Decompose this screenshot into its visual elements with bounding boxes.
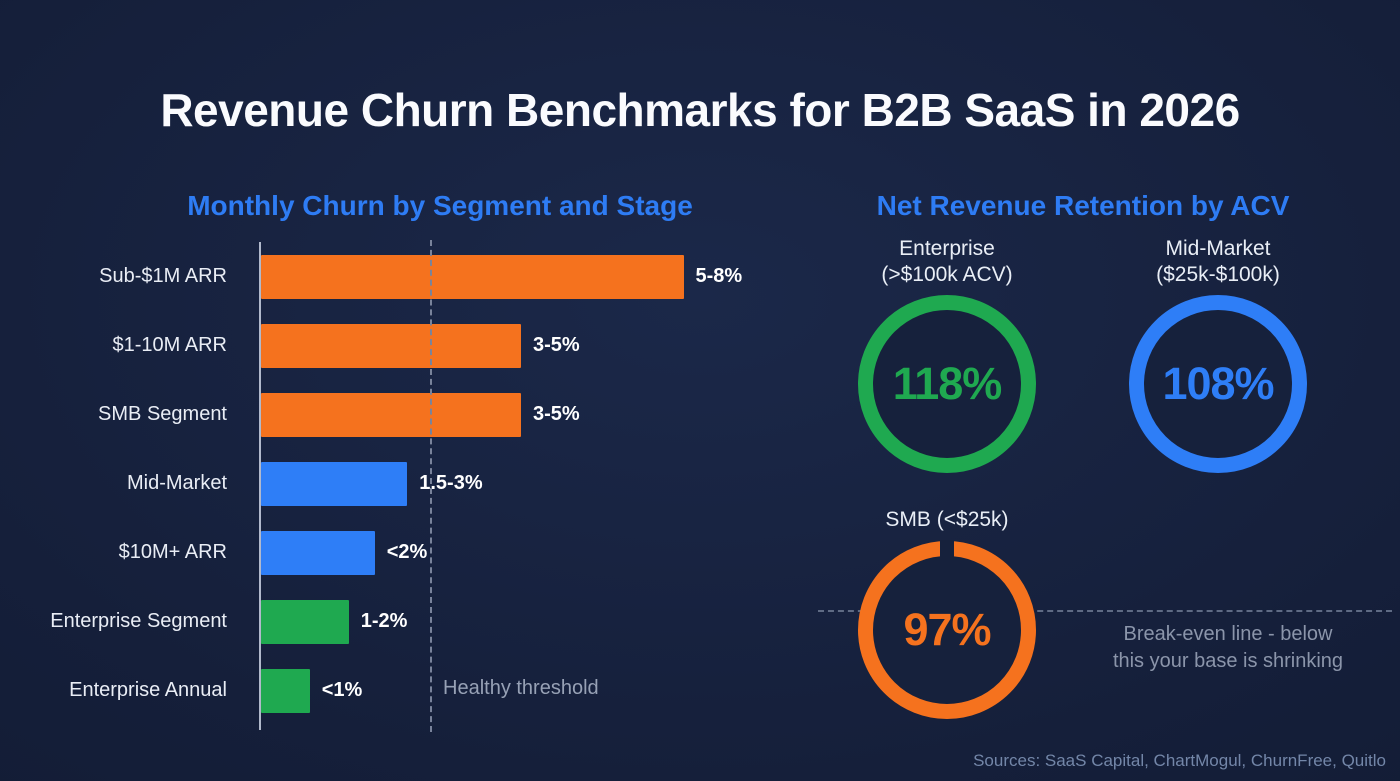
bar-chart-title: Monthly Churn by Segment and Stage [187,190,693,222]
bar-row: Sub-$1M ARR 5-8% [40,242,750,311]
nrr-donut-midmarket: 108% [1129,295,1307,473]
value-label: 3-5% [533,403,580,425]
churn-bar [261,323,521,368]
churn-bar [261,668,310,713]
nrr-donut-enterprise: 118% [858,295,1036,473]
breakeven-note: Break-even line - below this your base i… [1112,623,1344,672]
bar-row: Mid-Market 1.5-3% [40,449,750,518]
churn-bar [261,254,684,299]
bar-row: Enterprise Annual <1% [40,656,750,725]
bar-row: SMB Segment 3-5% [40,380,750,449]
breakeven-line [818,610,1392,612]
value-label: 1.5-3% [419,472,483,494]
donut-label-smb: SMB (<$25k) [885,508,1009,531]
churn-bar [261,392,521,437]
value-label: 1-2% [360,610,408,632]
donut-label-midmarket: Mid-Market ($25k-$100k) [1156,237,1280,287]
donut-value: 108% [1162,358,1274,409]
bar-row: Enterprise Segment 1-2% [40,587,750,656]
value-label: 5-8% [695,265,743,287]
donut-value: 118% [892,358,1003,409]
donut-chart-title: Net Revenue Retention by ACV [876,190,1290,222]
churn-bar-chart: Sub-$1M ARR 5-8% $1-10M ARR 3-5% SMB Seg… [40,236,750,734]
bar-area: 3-5% [261,323,750,368]
nrr-donut-smb: 97% [858,540,1036,719]
value-label: <1% [321,679,363,701]
category-label: $10M+ ARR [118,541,227,563]
churn-bar [261,530,375,575]
donut-label-enterprise: Enterprise (>$100k ACV) [881,237,1013,287]
page-title: Revenue Churn Benchmarks for B2B SaaS in… [160,83,1240,136]
category-label: Enterprise Segment [50,610,227,632]
category-label: Sub-$1M ARR [99,265,227,287]
bar-area: <1% [261,668,750,713]
bar-area: 1-2% [261,599,750,644]
sources-footnote: Sources: SaaS Capital, ChartMogul, Churn… [973,751,1386,770]
bar-area: <2% [261,530,750,575]
value-label: 3-5% [533,334,580,356]
bar-row: $10M+ ARR <2% [40,518,750,587]
bar-area: 3-5% [261,392,750,437]
donut-value: 97% [903,604,991,655]
category-label: SMB Segment [98,403,227,425]
value-label: <2% [386,541,428,563]
churn-bar [261,599,349,644]
bar-area: 1.5-3% [261,461,750,506]
donut-gap [940,540,954,558]
category-label: Enterprise Annual [69,679,227,701]
churn-bar [261,461,408,506]
bar-row: $1-10M ARR 3-5% [40,311,750,380]
bar-area: 5-8% [261,254,750,299]
category-label: $1-10M ARR [112,334,228,356]
y-axis-line [259,242,261,730]
category-label: Mid-Market [126,472,227,494]
